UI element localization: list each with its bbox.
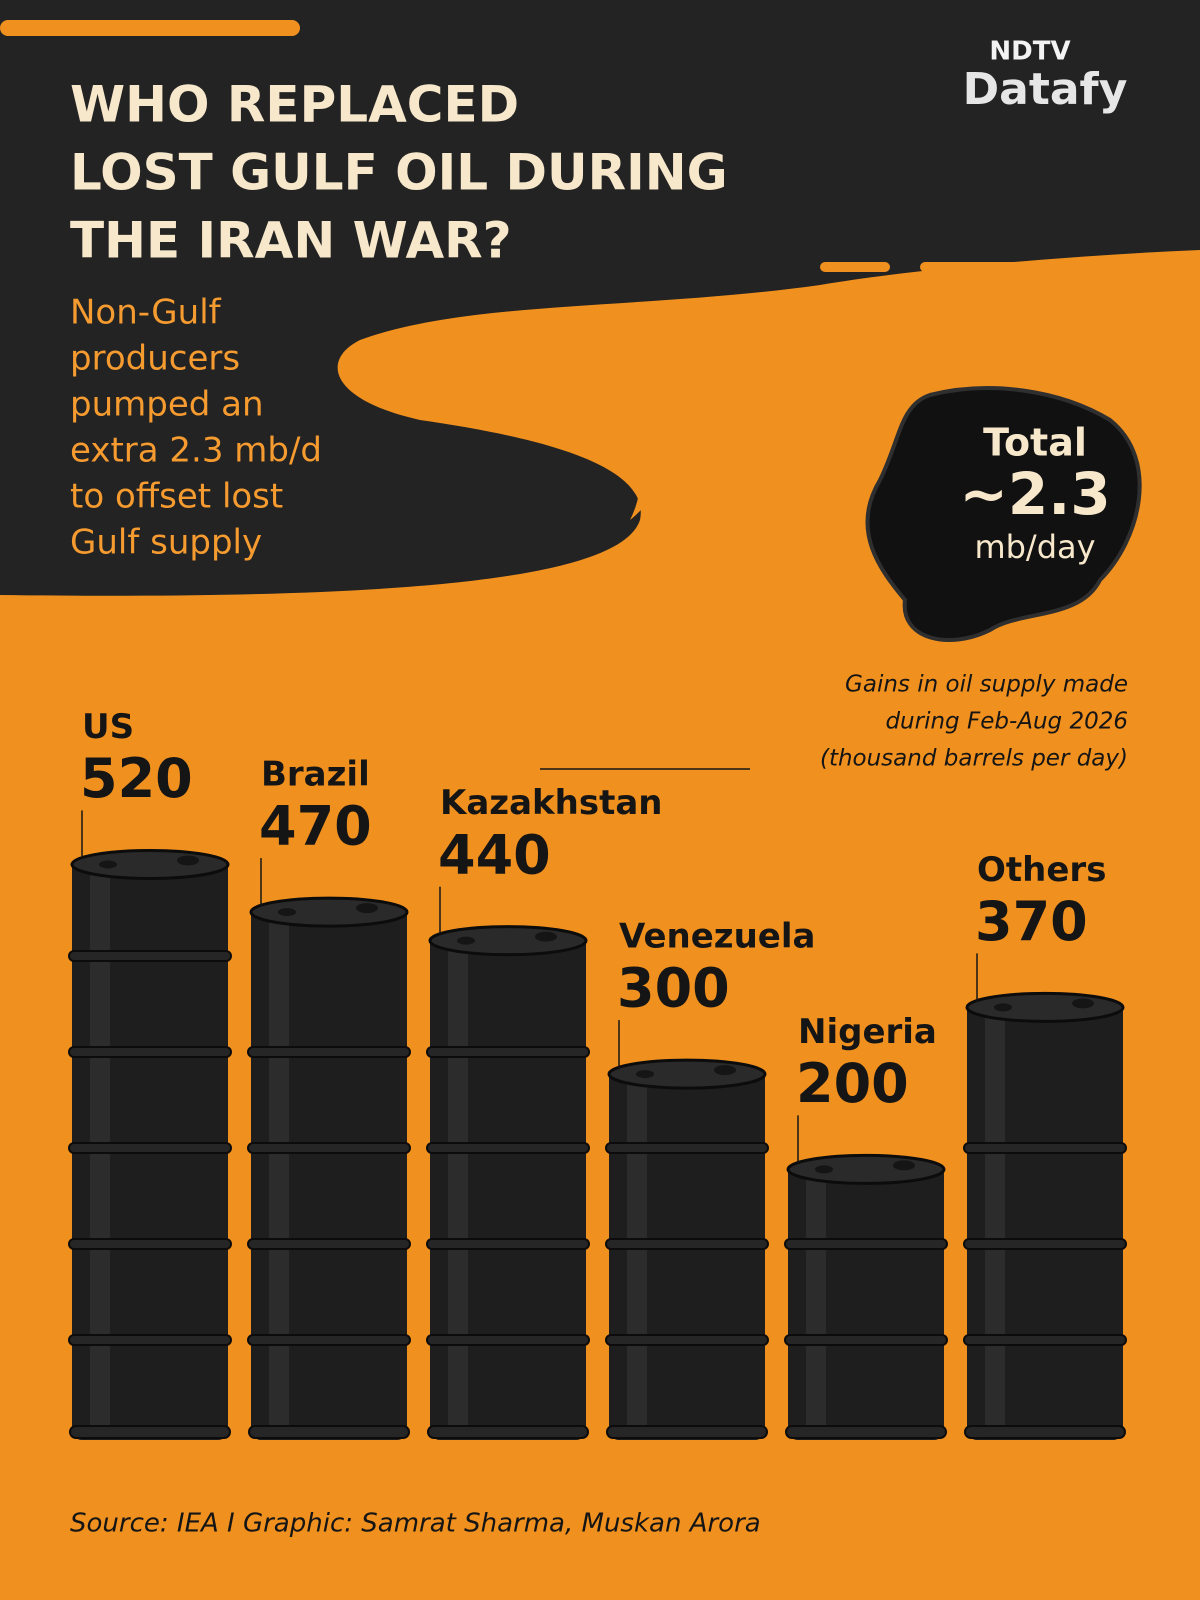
- subtitle-line: to offset lost: [70, 477, 283, 517]
- barrel: [251, 906, 407, 1440]
- barrel-lid: [428, 925, 588, 957]
- logo-datafy: Datafy: [963, 64, 1128, 115]
- barrel-bung: [99, 860, 117, 869]
- barrel-lid: [70, 848, 230, 880]
- subtitle-line: Gulf supply: [70, 523, 262, 563]
- barrel-shine: [985, 1011, 1005, 1430]
- total-value: ~2.3: [959, 460, 1110, 528]
- barrel-rib: [964, 1425, 1126, 1439]
- barrel-shine: [448, 944, 468, 1430]
- swirl-streak: [920, 262, 1200, 272]
- barrel-lid: [607, 1058, 767, 1090]
- barrel-bung: [994, 1003, 1012, 1012]
- subtitle-line: pumped an: [70, 385, 264, 425]
- barrel: [967, 1001, 1123, 1440]
- barrel-rib: [963, 1142, 1127, 1154]
- swirl-streak: [420, 335, 600, 357]
- value-label: 200: [796, 1052, 909, 1115]
- barrel-rib: [247, 1142, 411, 1154]
- barrel-lid: [965, 991, 1125, 1023]
- oil-blob: [865, 386, 1142, 642]
- title-line: WHO REPLACED: [70, 76, 519, 134]
- barrel-rib: [605, 1238, 769, 1250]
- barrel-rib: [784, 1238, 948, 1250]
- barrel-rib: [785, 1425, 947, 1439]
- barrel-rib: [605, 1334, 769, 1346]
- barrel: [609, 1068, 765, 1440]
- note-line: Gains in oil supply made: [845, 672, 1128, 698]
- total-label: Total: [983, 421, 1087, 465]
- barrel-bung: [815, 1165, 833, 1174]
- value-label: 520: [80, 747, 193, 810]
- source: Source: IEA I Graphic: Samrat Sharma, Mu…: [70, 1509, 761, 1539]
- barrel-bung: [893, 1160, 915, 1171]
- subtitle-line: extra 2.3 mb/d: [70, 431, 322, 471]
- barrel-rib: [68, 1142, 232, 1154]
- barrel-lid: [786, 1153, 946, 1185]
- category-label: Others: [977, 850, 1106, 890]
- barrel-bung: [714, 1065, 736, 1076]
- category-label: Venezuela: [619, 917, 815, 957]
- barrel-rib: [963, 1334, 1127, 1346]
- category-label: Brazil: [261, 755, 370, 795]
- subtitle-line: producers: [70, 339, 240, 379]
- title-line: LOST GULF OIL DURING: [70, 144, 728, 202]
- barrel-shine: [627, 1078, 647, 1430]
- barrel-rib: [427, 1425, 589, 1439]
- oil-swirl: [0, 0, 1200, 596]
- swirl-streak: [0, 20, 300, 36]
- barrel: [788, 1163, 944, 1440]
- note-line: (thousand barrels per day): [820, 746, 1128, 772]
- category-label: US: [82, 707, 134, 747]
- barrel-bung: [356, 903, 378, 914]
- barrel-rib: [247, 1046, 411, 1058]
- barrel-rib: [68, 1334, 232, 1346]
- swirl-streak: [820, 262, 890, 272]
- barrel-rib: [606, 1425, 768, 1439]
- barrel-rib: [426, 1238, 590, 1250]
- barrel-lid: [249, 896, 409, 928]
- value-label: 370: [975, 890, 1088, 953]
- title-line: THE IRAN WAR?: [70, 212, 512, 270]
- barrel-rib: [247, 1238, 411, 1250]
- barrel-rib: [605, 1142, 769, 1154]
- logo-ndtv: NDTV: [989, 37, 1070, 67]
- barrel-bung: [535, 931, 557, 942]
- barrel-rib: [426, 1046, 590, 1058]
- value-label: 300: [617, 957, 730, 1020]
- swirl-streak: [600, 410, 659, 520]
- barrel-rib: [69, 1425, 231, 1439]
- subtitle-line: Non-Gulf: [70, 293, 222, 333]
- barrel-bung: [1072, 998, 1094, 1009]
- value-label: 470: [259, 795, 372, 858]
- barrel-bung: [177, 855, 199, 866]
- barrel-rib: [68, 1046, 232, 1058]
- barrel-rib: [426, 1334, 590, 1346]
- barrel-rib: [248, 1425, 410, 1439]
- total-unit: mb/day: [974, 528, 1095, 566]
- barrel-rib: [68, 1238, 232, 1250]
- barrel-rib: [784, 1334, 948, 1346]
- barrel-shine: [269, 916, 289, 1430]
- barrel-bung: [278, 908, 296, 917]
- barrel-bung: [457, 936, 475, 945]
- barrel: [430, 934, 586, 1440]
- note-line: during Feb-Aug 2026: [885, 709, 1128, 735]
- category-label: Nigeria: [798, 1012, 937, 1052]
- value-label: 440: [438, 823, 551, 886]
- barrel-rib: [247, 1334, 411, 1346]
- category-label: Kazakhstan: [440, 783, 662, 823]
- barrel-bung: [636, 1070, 654, 1079]
- barrel-rib: [426, 1142, 590, 1154]
- barrel-rib: [68, 950, 232, 962]
- barrel-rib: [963, 1238, 1127, 1250]
- barrel-shine: [806, 1173, 826, 1430]
